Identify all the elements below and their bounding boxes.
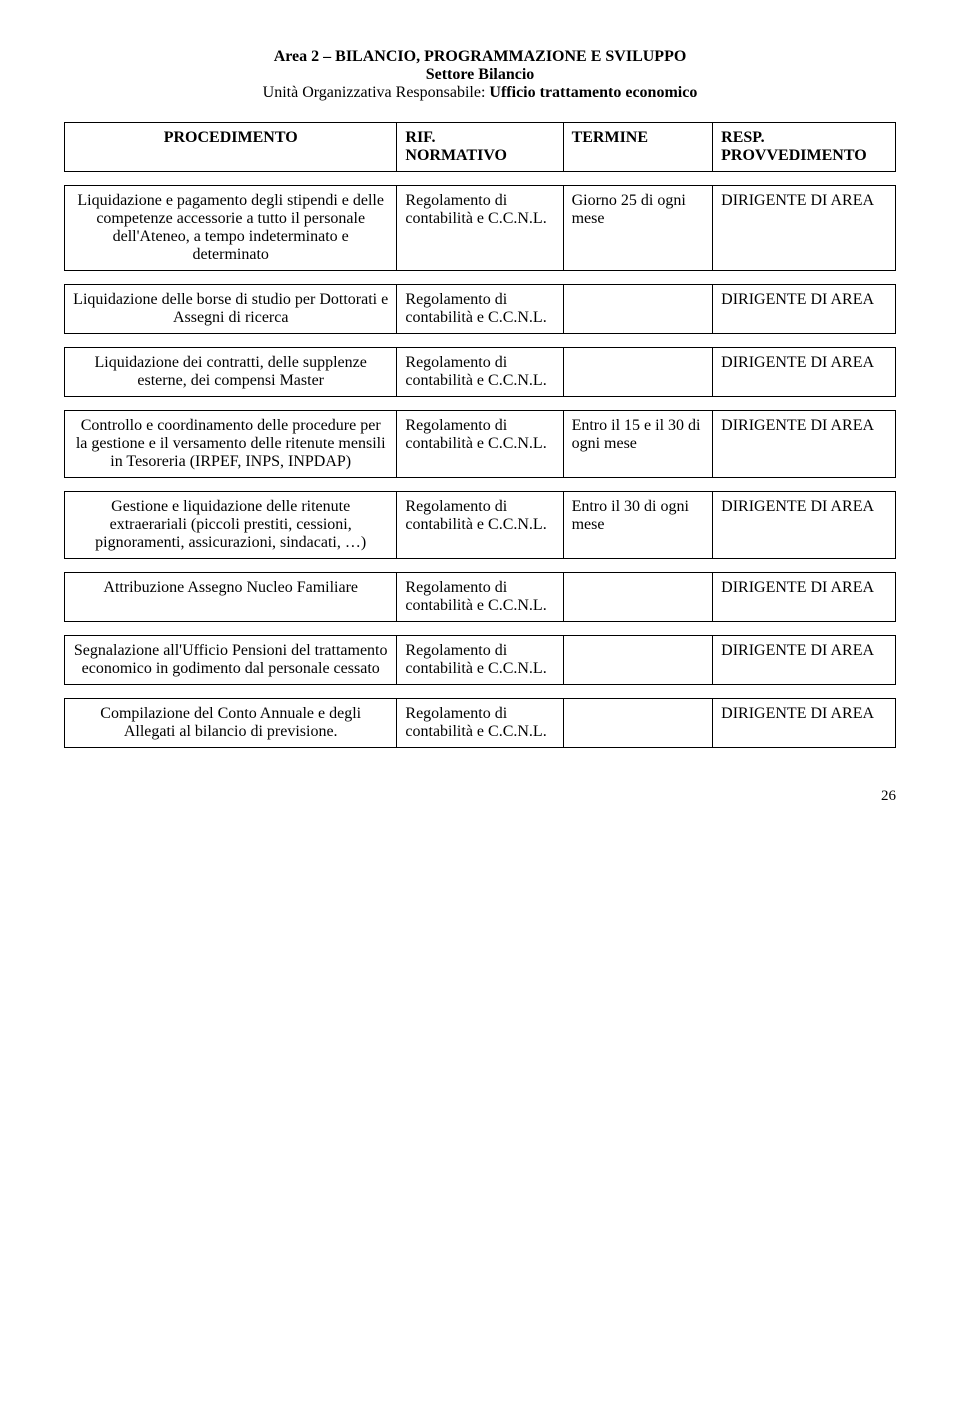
table-row: Segnalazione all'Ufficio Pensioni del tr…	[65, 636, 896, 685]
cell-termine: Entro il 30 di ogni mese	[563, 492, 713, 559]
cell-termine	[563, 348, 713, 397]
cell-procedimento: Gestione e liquidazione delle ritenute e…	[65, 492, 397, 559]
cell-resp: DIRIGENTE DI AREA	[713, 573, 896, 622]
cell-termine	[563, 285, 713, 334]
table-row: Liquidazione delle borse di studio per D…	[65, 285, 896, 334]
cell-procedimento: Attribuzione Assegno Nucleo Familiare	[65, 573, 397, 622]
cell-rif: Regolamento di contabilità e C.C.N.L.	[397, 186, 563, 271]
cell-resp: DIRIGENTE DI AREA	[713, 699, 896, 748]
cell-termine	[563, 573, 713, 622]
cell-resp: DIRIGENTE DI AREA	[713, 411, 896, 478]
cell-termine: Entro il 15 e il 30 di ogni mese	[563, 411, 713, 478]
cell-rif: Regolamento di contabilità e C.C.N.L.	[397, 699, 563, 748]
cell-resp: DIRIGENTE DI AREA	[713, 285, 896, 334]
col-header-resp: RESP.PROVVEDIMENTO	[713, 123, 896, 172]
table-row: Liquidazione e pagamento degli stipendi …	[65, 186, 896, 271]
procedures-table: PROCEDIMENTORIF.NORMATIVOTERMINERESP.PRO…	[64, 122, 896, 748]
table-row: Attribuzione Assegno Nucleo FamiliareReg…	[65, 573, 896, 622]
table-row: Gestione e liquidazione delle ritenute e…	[65, 492, 896, 559]
spacer-row	[65, 685, 896, 699]
cell-resp: DIRIGENTE DI AREA	[713, 636, 896, 685]
header-line-2: Settore Bilancio	[64, 66, 896, 84]
table-header-row: PROCEDIMENTORIF.NORMATIVOTERMINERESP.PRO…	[65, 123, 896, 172]
header-line-3: Unità Organizzativa Responsabile: Uffici…	[64, 84, 896, 102]
table-row: Liquidazione dei contratti, delle supple…	[65, 348, 896, 397]
cell-termine: Giorno 25 di ogni mese	[563, 186, 713, 271]
col-header-procedimento: PROCEDIMENTO	[65, 123, 397, 172]
cell-termine	[563, 636, 713, 685]
page-header: Area 2 – BILANCIO, PROGRAMMAZIONE E SVIL…	[64, 48, 896, 102]
spacer-row	[65, 271, 896, 285]
spacer-row	[65, 478, 896, 492]
spacer-row	[65, 172, 896, 186]
header-line-3-label: Unità Organizzativa Responsabile:	[263, 84, 486, 101]
cell-resp: DIRIGENTE DI AREA	[713, 492, 896, 559]
cell-resp: DIRIGENTE DI AREA	[713, 186, 896, 271]
cell-procedimento: Liquidazione delle borse di studio per D…	[65, 285, 397, 334]
cell-resp: DIRIGENTE DI AREA	[713, 348, 896, 397]
cell-procedimento: Compilazione del Conto Annuale e degli A…	[65, 699, 397, 748]
cell-procedimento: Liquidazione dei contratti, delle supple…	[65, 348, 397, 397]
cell-termine	[563, 699, 713, 748]
spacer-row	[65, 334, 896, 348]
table-row: Compilazione del Conto Annuale e degli A…	[65, 699, 896, 748]
cell-rif: Regolamento di contabilità e C.C.N.L.	[397, 348, 563, 397]
page-number: 26	[64, 788, 896, 805]
header-line-1: Area 2 – BILANCIO, PROGRAMMAZIONE E SVIL…	[64, 48, 896, 66]
col-header-termine: TERMINE	[563, 123, 713, 172]
header-line-3-value: Ufficio trattamento economico	[489, 84, 697, 101]
table-row: Controllo e coordinamento delle procedur…	[65, 411, 896, 478]
cell-procedimento: Segnalazione all'Ufficio Pensioni del tr…	[65, 636, 397, 685]
spacer-row	[65, 397, 896, 411]
cell-rif: Regolamento di contabilità e C.C.N.L.	[397, 411, 563, 478]
spacer-row	[65, 559, 896, 573]
cell-procedimento: Controllo e coordinamento delle procedur…	[65, 411, 397, 478]
cell-rif: Regolamento di contabilità e C.C.N.L.	[397, 285, 563, 334]
cell-procedimento: Liquidazione e pagamento degli stipendi …	[65, 186, 397, 271]
cell-rif: Regolamento di contabilità e C.C.N.L.	[397, 492, 563, 559]
cell-rif: Regolamento di contabilità e C.C.N.L.	[397, 573, 563, 622]
spacer-row	[65, 622, 896, 636]
col-header-rif: RIF.NORMATIVO	[397, 123, 563, 172]
cell-rif: Regolamento di contabilità e C.C.N.L.	[397, 636, 563, 685]
